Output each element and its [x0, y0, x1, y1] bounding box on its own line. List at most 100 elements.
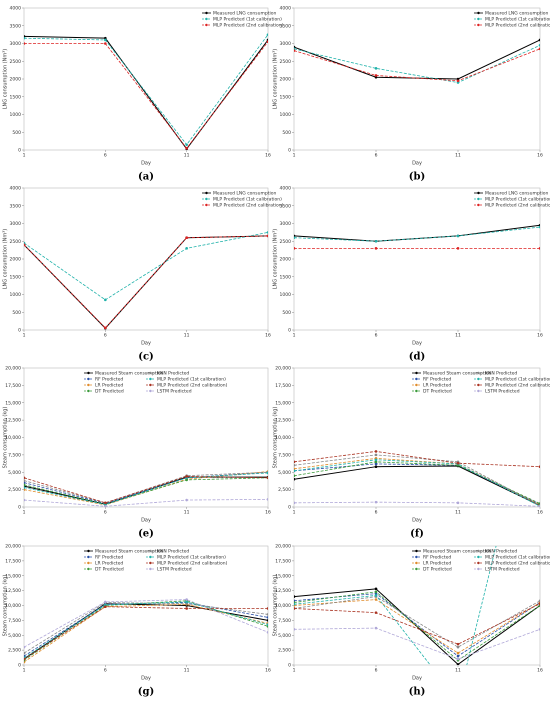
legend-label: MLP Predicted (1st calibration) [485, 197, 550, 203]
legend-label: MLP Predicted (2nd calibration) [485, 203, 550, 209]
series-line [294, 591, 540, 661]
x-tick-label: 6 [375, 333, 378, 339]
plot-frame [23, 545, 269, 666]
x-axis-label: Day [412, 161, 422, 167]
legend-label: MLP Predicted (1st calibration) [485, 17, 550, 23]
x-tick-label: 16 [537, 153, 543, 159]
series-marker [374, 74, 378, 77]
legend-label: MLP Predicted (2nd calibration) [213, 203, 284, 209]
series-marker [374, 611, 378, 614]
y-tick-label: 2500 [10, 239, 22, 245]
y-axis-label: Steam consumption (kg) [273, 575, 279, 637]
series-marker [538, 505, 540, 507]
series-line [24, 41, 268, 149]
series-marker [374, 460, 378, 464]
legend-marker [149, 555, 152, 559]
plot-frame [23, 187, 269, 331]
x-tick-label: 11 [455, 333, 461, 339]
legend-label: RF Predicted [95, 555, 123, 561]
legend-label: RF Predicted [423, 377, 451, 383]
legend-marker [87, 371, 90, 375]
series-marker [185, 607, 188, 610]
series-marker [104, 42, 107, 45]
panel-caption: (e) [138, 529, 154, 540]
x-tick-label: 11 [455, 510, 461, 516]
legend-label: Measured LNG consumption [213, 191, 276, 197]
series-marker [374, 587, 378, 591]
y-tick-label: 20,000 [275, 544, 291, 550]
series-marker [294, 628, 296, 631]
x-tick-label: 16 [265, 510, 271, 516]
panel-caption: (b) [409, 172, 425, 183]
series-marker [538, 225, 540, 229]
x-tick-label: 16 [265, 153, 271, 159]
series-marker [266, 471, 268, 475]
x-axis-label: Day [141, 676, 151, 682]
series-line [294, 459, 540, 507]
y-tick-label: 15,000 [275, 573, 291, 579]
plot-frame [23, 367, 269, 508]
legend-marker [205, 11, 208, 15]
plot-frame [293, 7, 541, 151]
series-line [294, 39, 540, 80]
x-tick-label: 16 [265, 333, 271, 339]
series-marker [538, 247, 540, 250]
series-marker [266, 623, 268, 626]
y-tick-label: 10,000 [275, 603, 291, 609]
legend-marker [87, 383, 90, 387]
chart-panel: 0 2,500 5,000 7,500 10,000 12,500 15,000 17,500… [3, 366, 271, 540]
series-line [24, 235, 268, 329]
series-line [294, 596, 540, 648]
x-tick-label: 6 [104, 510, 107, 516]
series-marker [294, 464, 296, 467]
series-marker [456, 663, 460, 665]
series-marker [266, 40, 268, 44]
plot [294, 223, 540, 250]
y-tick-label: 12,500 [5, 418, 21, 424]
series-marker [456, 234, 460, 238]
legend-marker [415, 549, 418, 553]
series-line [24, 471, 268, 504]
x-tick-label: 6 [104, 153, 107, 159]
series-marker [538, 502, 540, 505]
y-tick-label: 4000 [280, 186, 292, 192]
x-tick-label: 1 [293, 153, 296, 159]
legend-label: MLP Predicted (2nd calibration) [485, 23, 550, 29]
legend-label: MLP Predicted (1st calibration) [485, 377, 550, 383]
legend-marker [87, 561, 90, 565]
legend-marker [477, 197, 480, 201]
series-marker [374, 590, 378, 594]
series-marker [456, 79, 460, 83]
legend-label: MLP Predicted (2nd calibration) [485, 383, 550, 389]
series-marker [185, 498, 188, 502]
legend-label: KNN Predicted [485, 371, 517, 377]
series-marker [104, 603, 107, 607]
series-marker [374, 594, 378, 597]
y-tick-label: 0 [18, 505, 21, 511]
x-tick-label: 1 [293, 510, 296, 516]
legend-label: LSTM Predicted [485, 567, 520, 573]
y-axis-label: Steam consumption (kg) [3, 407, 9, 469]
y-tick-label: 5,000 [8, 470, 21, 476]
y-tick-label: 3000 [280, 41, 292, 47]
series-marker [104, 38, 107, 42]
series-marker [185, 602, 188, 606]
series-marker [456, 654, 460, 658]
series-marker [294, 49, 296, 52]
legend-label: MLP Predicted (1st calibration) [485, 555, 550, 561]
x-tick-label: 16 [265, 668, 271, 674]
legend-marker [87, 567, 90, 571]
series-line [24, 602, 268, 654]
series-marker [374, 462, 378, 466]
y-tick-label: 12,500 [275, 418, 291, 424]
legend-marker [149, 549, 152, 553]
y-tick-label: 1000 [10, 292, 22, 298]
series-marker [104, 600, 107, 604]
x-tick-label: 1 [23, 333, 26, 339]
legend-marker [415, 377, 418, 381]
legend-marker [477, 561, 480, 565]
x-tick-label: 11 [184, 510, 190, 516]
legend-marker [477, 23, 480, 27]
